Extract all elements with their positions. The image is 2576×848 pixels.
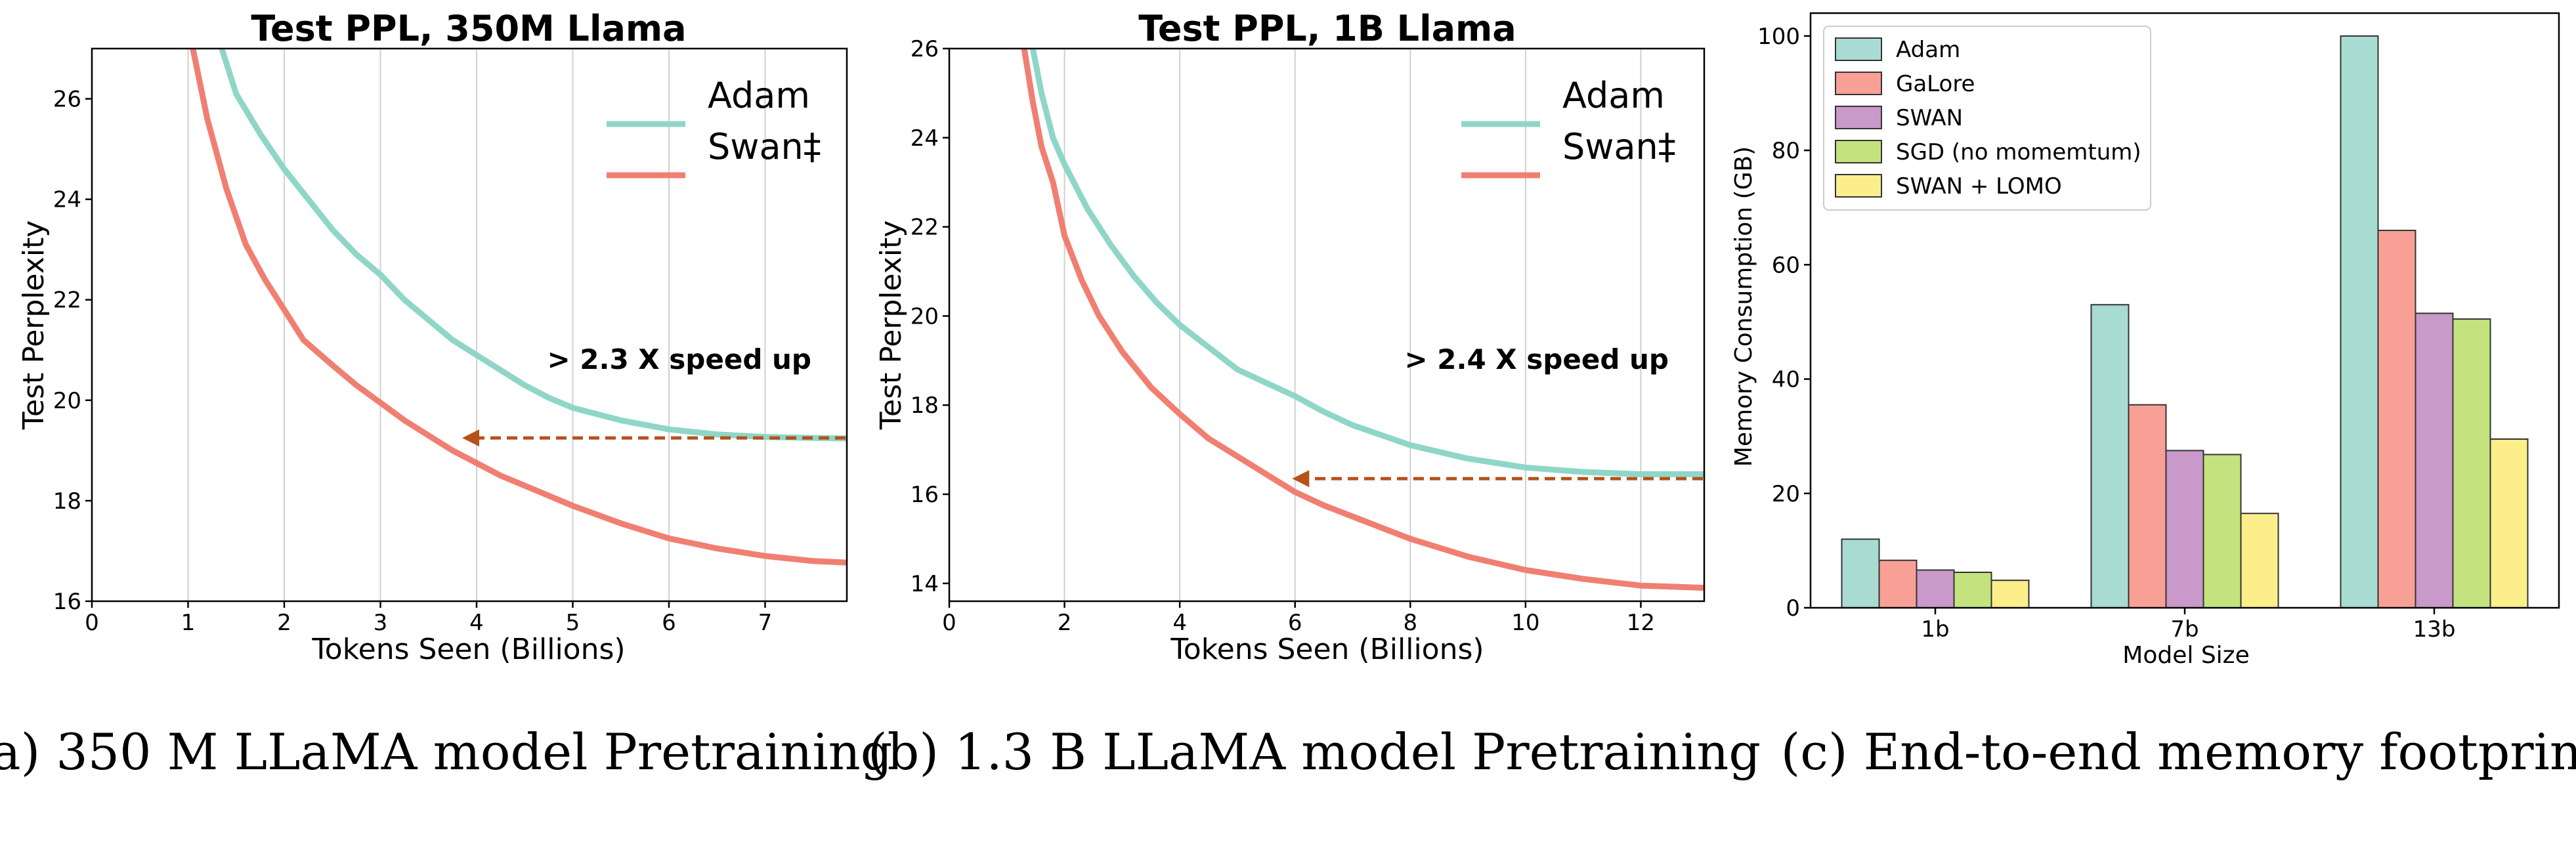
chart-0-ytick-label-2: 20: [53, 388, 81, 414]
chart-2-bar-7b-0: [2090, 304, 2130, 608]
chart-1-ytick-label-0: 14: [911, 571, 939, 597]
chart-2-frame: [1809, 12, 2560, 609]
chart-0-frame: [91, 47, 848, 603]
chart-1-series-0-line: [1029, 49, 1704, 477]
chart-c-ylabel: Memory Consumption (GB): [1730, 146, 1757, 467]
chart-2-legend-swatch-0: [1835, 37, 1882, 61]
chart-0-xtick-label-2: 2: [277, 610, 291, 636]
chart-1-frame: [948, 47, 1706, 603]
chart-2-bar-13b-0: [2340, 35, 2379, 609]
chart-2-bar-1b-3: [1953, 571, 1992, 609]
chart-2-bar-7b-3: [2202, 454, 2242, 608]
chart-0-series-1-line: [190, 49, 847, 566]
chart-2-bar-1b-0: [1841, 538, 1880, 609]
chart-2-legend-swatch-1: [1835, 72, 1882, 95]
chart-0-speedup-arrow-head: [462, 429, 480, 447]
chart-2-ytick-label-5: 100: [1757, 24, 1800, 50]
chart-0-ytick-label-0: 16: [53, 589, 81, 615]
chart-1-xtick-label-2: 4: [1172, 610, 1187, 636]
chart-2-legend-label-1: GaLore: [1896, 71, 1975, 97]
chart-2-bar-1b-1: [1878, 559, 1918, 608]
chart-2-ytick-label-4: 80: [1772, 138, 1800, 164]
chart-2-bar-7b-4: [2240, 513, 2279, 609]
chart-a-350m-llama: Test PPL, 350M Llama Tokens Seen (Billio…: [17, 8, 848, 666]
chart-b-1b-llama: Test PPL, 1B Llama Tokens Seen (Billions…: [874, 8, 1706, 666]
chart-b-title: Test PPL, 1B Llama: [1138, 8, 1516, 49]
chart-2-legend-swatch-3: [1835, 140, 1882, 163]
chart-1-ytick-label-6: 26: [911, 36, 939, 62]
chart-2-legend-label-0: Adam: [1896, 37, 1960, 63]
chart-c-memory-footprint: Model Size Memory Consumption (GB) 1b 7b 1…: [1730, 12, 2560, 669]
chart-1-ytick-label-2: 18: [911, 392, 939, 419]
chart-2-bar-7b-1: [2128, 404, 2167, 608]
chart-0-xtick-label-0: 0: [85, 610, 99, 636]
chart-1-ytick-label-5: 24: [911, 125, 939, 152]
chart-2-xtick-label-0: 1b: [1921, 616, 1949, 643]
chart-b-legend-adam: Adam: [1562, 75, 1665, 116]
chart-0-xtick-label-5: 5: [566, 610, 580, 636]
chart-0-xtick-label-1: 1: [181, 610, 196, 636]
chart-b-xlabel: Tokens Seen (Billions): [1170, 633, 1484, 666]
chart-1-xtick-label-4: 8: [1403, 610, 1417, 636]
chart-2-bar-1b-2: [1916, 569, 1955, 608]
chart-1-speedup-arrow-head: [1292, 470, 1310, 488]
chart-b-legend-swan: Swan‡: [1562, 126, 1676, 167]
chart-a-title: Test PPL, 350M Llama: [251, 8, 686, 49]
chart-0-ytick-label-3: 22: [53, 287, 81, 314]
chart-a-legend-adam: Adam: [708, 75, 810, 116]
chart-2-ytick-label-3: 60: [1772, 252, 1800, 278]
chart-a-xlabel: Tokens Seen (Billions): [311, 633, 625, 666]
caption-c: (c) End-to-end memory footprint: [1781, 723, 2576, 781]
chart-0-ytick-label-1: 18: [53, 488, 81, 515]
chart-0-series-0-line: [219, 49, 847, 442]
caption-b: (b) 1.3 B LLaMA model Pretraining: [868, 723, 1761, 781]
chart-2-legend-label-3: SGD (no momemtum): [1896, 139, 2141, 165]
chart-a-speedup-annotation: > 2.3 X speed up: [547, 343, 811, 375]
chart-0-xtick-label-3: 3: [374, 610, 388, 636]
chart-a-legend-swan: Swan‡: [708, 126, 821, 167]
chart-c-xlabel: Model Size: [2122, 642, 2249, 669]
chart-1-series-1-line: [1021, 49, 1704, 591]
chart-2-bar-13b-4: [2489, 438, 2529, 609]
chart-2-bar-1b-4: [1990, 580, 2030, 609]
caption-a: (a) 350 M LLaMA model Pretraining: [0, 723, 892, 781]
chart-1-ytick-label-4: 22: [911, 215, 939, 241]
chart-1-ytick-label-3: 20: [911, 303, 939, 329]
chart-0-ytick-label-5: 26: [53, 87, 81, 113]
chart-2-xtick-label-2: 13b: [2413, 616, 2456, 643]
chart-b-ylabel: Test Perplexity: [874, 221, 908, 431]
chart-1-xtick-label-0: 0: [942, 610, 956, 636]
chart-2-legend-swatch-4: [1835, 174, 1882, 198]
chart-2-bar-13b-2: [2415, 312, 2454, 608]
chart-2-bar-13b-3: [2452, 318, 2491, 608]
chart-2-xtick-label-1: 7b: [2170, 616, 2199, 643]
chart-1-xtick-label-3: 6: [1288, 610, 1302, 636]
chart-b-speedup-annotation: > 2.4 X speed up: [1404, 343, 1669, 375]
chart-1-xtick-label-5: 10: [1511, 610, 1539, 636]
chart-0-xtick-label-6: 6: [662, 610, 676, 636]
chart-a-ylabel: Test Perplexity: [17, 221, 51, 431]
chart-0-xtick-label-7: 7: [758, 610, 773, 636]
chart-1-xtick-label-6: 12: [1627, 610, 1655, 636]
chart-2-bar-13b-1: [2377, 230, 2416, 608]
chart-2-legend-box: [1823, 26, 2151, 211]
chart-2-legend-label-2: SWAN: [1896, 105, 1963, 131]
chart-1-ytick-label-1: 16: [911, 482, 939, 508]
chart-1-xtick-label-1: 2: [1058, 610, 1072, 636]
chart-2-bar-7b-2: [2165, 450, 2204, 608]
chart-2-legend-label-4: SWAN + LOMO: [1896, 173, 2062, 200]
chart-0-xtick-label-4: 4: [469, 610, 484, 636]
chart-2-ytick-label-2: 40: [1772, 367, 1800, 393]
chart-2-legend-swatch-2: [1835, 106, 1882, 129]
chart-2-ytick-label-0: 0: [1786, 595, 1800, 622]
chart-0-ytick-label-4: 24: [53, 187, 81, 213]
chart-2-ytick-label-1: 20: [1772, 481, 1800, 507]
